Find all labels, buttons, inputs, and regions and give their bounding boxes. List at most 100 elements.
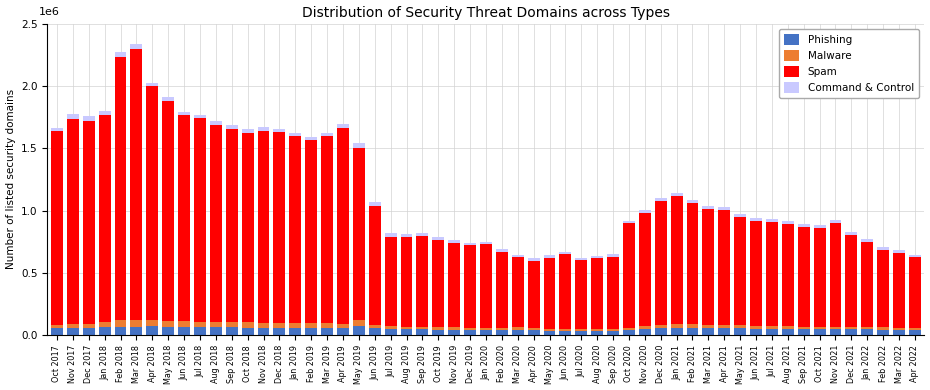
Bar bbox=[432, 237, 445, 240]
Bar bbox=[830, 329, 842, 335]
Bar bbox=[369, 325, 380, 328]
Bar bbox=[527, 330, 539, 335]
Bar bbox=[226, 129, 238, 322]
Bar bbox=[114, 52, 126, 57]
Bar bbox=[289, 328, 301, 335]
Bar bbox=[51, 328, 63, 335]
Bar bbox=[194, 322, 206, 327]
Bar bbox=[814, 326, 826, 329]
Bar bbox=[210, 125, 222, 322]
Bar bbox=[146, 326, 158, 335]
Bar bbox=[718, 328, 730, 335]
Bar bbox=[576, 258, 587, 260]
Bar bbox=[496, 249, 508, 252]
Bar bbox=[99, 115, 111, 322]
Bar bbox=[401, 237, 413, 327]
Bar bbox=[67, 324, 79, 328]
Bar bbox=[385, 329, 396, 335]
Bar bbox=[242, 323, 254, 328]
Bar bbox=[162, 326, 174, 335]
Bar bbox=[734, 217, 746, 326]
Bar bbox=[798, 224, 810, 227]
Bar bbox=[352, 320, 365, 326]
Bar bbox=[385, 233, 396, 237]
Bar bbox=[718, 211, 730, 325]
Bar bbox=[845, 235, 857, 327]
Bar bbox=[798, 326, 810, 329]
Bar bbox=[194, 327, 206, 335]
Bar bbox=[512, 327, 524, 330]
Bar bbox=[877, 330, 889, 335]
Bar bbox=[448, 240, 460, 243]
Bar bbox=[909, 330, 921, 335]
Bar bbox=[861, 242, 873, 327]
Bar bbox=[702, 328, 714, 335]
Bar bbox=[99, 327, 111, 335]
Bar bbox=[67, 119, 79, 324]
Bar bbox=[766, 329, 777, 335]
Bar bbox=[114, 320, 126, 326]
Bar bbox=[734, 326, 746, 328]
Bar bbox=[893, 250, 905, 253]
Bar bbox=[179, 115, 190, 321]
Bar bbox=[560, 254, 571, 329]
Bar bbox=[591, 331, 604, 335]
Bar bbox=[67, 114, 79, 119]
Bar bbox=[273, 328, 286, 335]
Bar bbox=[591, 258, 604, 329]
Bar bbox=[146, 87, 158, 320]
Bar bbox=[352, 148, 365, 320]
Bar bbox=[130, 320, 142, 326]
Bar bbox=[909, 255, 921, 257]
Bar bbox=[576, 331, 587, 335]
Bar bbox=[114, 57, 126, 320]
Bar bbox=[814, 225, 826, 228]
Bar bbox=[448, 243, 460, 328]
Bar bbox=[480, 241, 492, 244]
Bar bbox=[702, 209, 714, 325]
Bar bbox=[162, 321, 174, 326]
Bar bbox=[401, 327, 413, 330]
Bar bbox=[51, 128, 63, 131]
Bar bbox=[242, 328, 254, 335]
Bar bbox=[369, 206, 380, 325]
Bar bbox=[417, 233, 429, 236]
Bar bbox=[702, 206, 714, 209]
Bar bbox=[686, 203, 698, 324]
Bar bbox=[130, 49, 142, 320]
Bar bbox=[782, 224, 794, 326]
Bar bbox=[671, 196, 683, 324]
Bar bbox=[337, 324, 349, 328]
Bar bbox=[893, 253, 905, 328]
Bar bbox=[130, 44, 142, 49]
Bar bbox=[369, 202, 380, 206]
Bar bbox=[560, 329, 571, 331]
Bar bbox=[845, 232, 857, 235]
Bar bbox=[83, 117, 95, 121]
Bar bbox=[67, 328, 79, 335]
Title: Distribution of Security Threat Domains across Types: Distribution of Security Threat Domains … bbox=[302, 5, 670, 20]
Bar bbox=[830, 326, 842, 329]
Bar bbox=[655, 197, 667, 200]
Bar bbox=[576, 329, 587, 331]
Bar bbox=[861, 239, 873, 242]
Bar bbox=[751, 326, 762, 329]
Bar bbox=[702, 325, 714, 328]
Bar bbox=[543, 329, 555, 331]
Bar bbox=[830, 223, 842, 326]
Bar bbox=[814, 228, 826, 326]
Bar bbox=[369, 328, 380, 335]
Bar bbox=[352, 326, 365, 335]
Bar bbox=[671, 193, 683, 196]
Bar bbox=[258, 323, 270, 328]
Bar bbox=[480, 330, 492, 335]
Bar bbox=[527, 328, 539, 330]
Bar bbox=[576, 260, 587, 329]
Bar bbox=[671, 328, 683, 335]
Bar bbox=[861, 330, 873, 335]
Bar bbox=[258, 131, 270, 323]
Bar bbox=[909, 257, 921, 328]
Bar bbox=[782, 329, 794, 335]
Bar bbox=[480, 244, 492, 328]
Bar bbox=[337, 328, 349, 335]
